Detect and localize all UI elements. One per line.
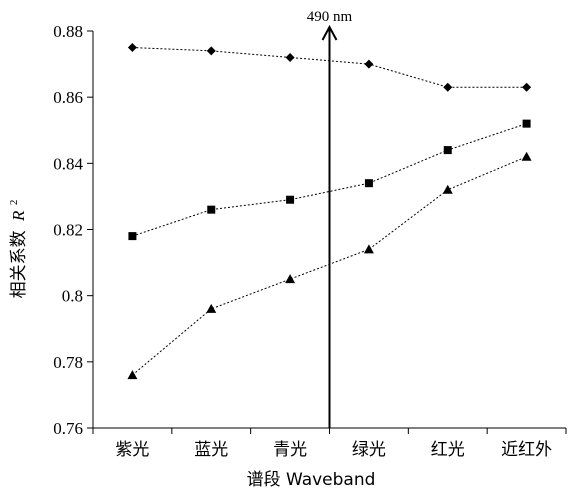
data-point-diamond (285, 52, 295, 62)
data-point-triangle (127, 370, 138, 380)
y-axis-title-group: 相关系数 R 2 (8, 200, 29, 299)
data-point-diamond (127, 43, 137, 53)
data-point-triangle (285, 274, 296, 284)
annotation-layer: 490 nm (307, 9, 353, 428)
wavelength-marker-arrowhead (321, 24, 338, 41)
data-point-square (364, 179, 373, 188)
x-category-label: 青光 (273, 440, 307, 460)
y-tick-label: 0.76 (53, 419, 83, 438)
y-axis-title: 相关系数 R 2 (8, 200, 29, 299)
data-point-diamond (206, 46, 216, 56)
y-tick-label: 0.8 (62, 287, 83, 306)
wavelength-marker-label: 490 nm (307, 9, 353, 25)
y-tick-label: 0.88 (53, 22, 83, 41)
x-category-label: 紫光 (115, 440, 149, 460)
data-point-square (128, 232, 137, 241)
y-tick-label: 0.82 (53, 221, 83, 240)
y-tick-label: 0.84 (53, 154, 83, 173)
data-point-square (522, 119, 531, 128)
data-point-diamond (364, 59, 374, 69)
x-category-label: 近红外 (501, 440, 552, 460)
x-category-label: 绿光 (352, 440, 386, 460)
y-axis: 0.76 0.78 0.8 0.82 0.84 0.86 0.88 (53, 22, 94, 438)
data-point-triangle (521, 151, 532, 161)
y-tick-label: 0.86 (53, 88, 83, 107)
series-line (132, 123, 527, 237)
x-axis: 紫光 蓝光 青光 绿光 红光 近红外 (92, 427, 567, 460)
x-category-label: 蓝光 (194, 440, 228, 460)
y-axis-title-superscript: 2 (8, 200, 20, 206)
data-point-square (286, 195, 295, 204)
data-point-square (207, 205, 216, 214)
y-axis-title-symbol: R (9, 210, 28, 222)
x-axis-title: 谱段 Waveband (247, 470, 376, 490)
data-point-triangle (442, 184, 453, 194)
data-point-diamond (443, 82, 453, 92)
data-point-triangle (206, 303, 217, 313)
x-category-label: 红光 (431, 440, 465, 460)
y-tick-label: 0.78 (53, 353, 83, 372)
data-point-triangle (363, 244, 374, 254)
series-square (128, 119, 531, 241)
data-point-diamond (522, 82, 532, 92)
y-axis-title-text: 相关系数 (9, 230, 29, 298)
data-point-square (443, 146, 452, 155)
